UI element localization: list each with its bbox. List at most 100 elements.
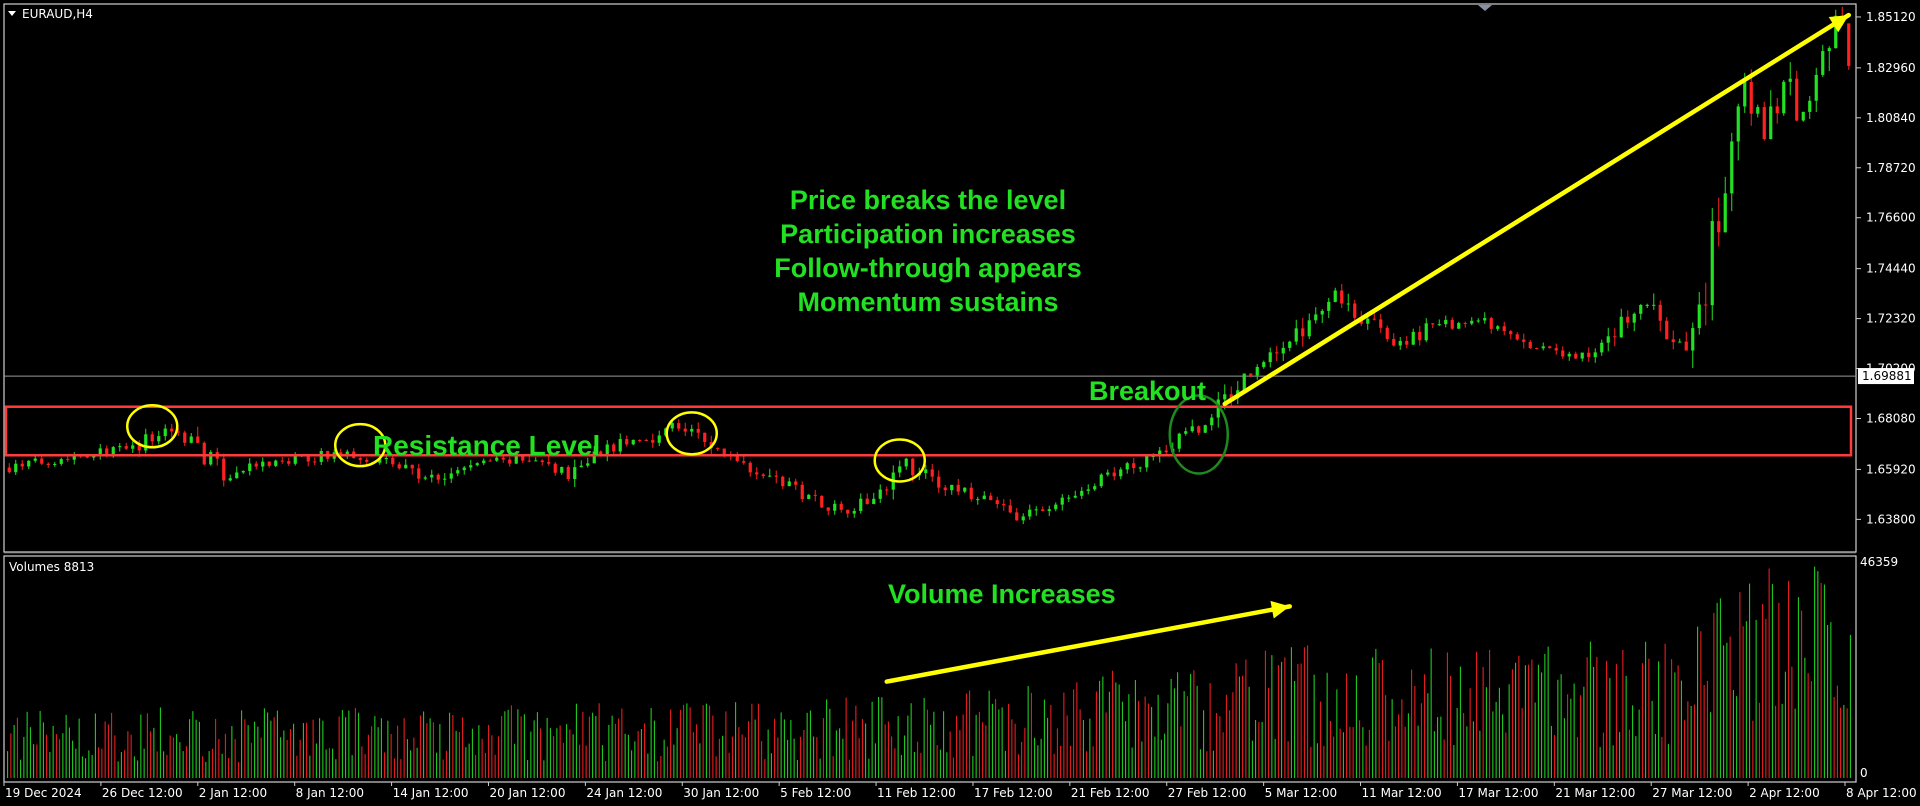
candle-body	[540, 460, 544, 463]
candle-body	[1658, 304, 1662, 321]
volume-panel-frame	[3, 555, 1857, 783]
time-tick-label: 2 Jan 12:00	[199, 786, 267, 800]
candle-body	[1515, 334, 1519, 340]
candle-body	[1730, 141, 1734, 194]
candle-body	[1710, 221, 1714, 306]
candle-body	[1353, 303, 1357, 318]
candle-body	[872, 498, 876, 505]
resistance-zone	[4, 405, 1853, 457]
candle-body	[105, 448, 109, 457]
candle-body	[1314, 314, 1318, 321]
candle-body	[898, 466, 902, 473]
volume-trend-arrow-head	[1270, 600, 1290, 619]
candle-body	[651, 440, 655, 443]
candle-body	[1028, 509, 1032, 517]
candle-body	[495, 457, 499, 461]
candle-body	[1691, 328, 1695, 351]
candle-body	[566, 467, 570, 480]
candle-body	[1268, 352, 1272, 363]
candle-body	[1320, 310, 1324, 315]
candle-body	[378, 459, 382, 463]
candle-body	[696, 428, 700, 433]
time-tick-label: 19 Dec 2024	[5, 786, 82, 800]
candle-body	[631, 439, 635, 445]
candle-body	[59, 459, 63, 464]
candle-body	[72, 455, 76, 460]
price-tick-label: 1.85120	[1866, 10, 1916, 24]
candle-body	[384, 457, 388, 460]
price-tick-label: 1.65920	[1866, 462, 1916, 476]
candle-body	[1814, 74, 1818, 101]
time-tick-label: 24 Jan 12:00	[586, 786, 662, 800]
candle-body	[618, 439, 622, 452]
candle-body	[969, 487, 973, 500]
candle-body	[137, 445, 141, 451]
candle-body	[1717, 221, 1721, 233]
time-tick-label: 30 Jan 12:00	[683, 786, 759, 800]
candle-body	[1047, 509, 1051, 512]
candle-body	[1736, 106, 1740, 142]
time-tick-label: 21 Feb 12:00	[1071, 786, 1150, 800]
candle-body	[677, 423, 681, 429]
candle-body	[1827, 48, 1831, 52]
candle-body	[956, 484, 960, 492]
candle-body	[274, 460, 278, 466]
price-tick-label: 1.76600	[1866, 211, 1916, 225]
price-tick-label: 1.74440	[1866, 262, 1916, 276]
candle-body	[1619, 316, 1623, 338]
candle-body	[1801, 111, 1805, 121]
volume-increases-label: Volume Increases	[888, 579, 1116, 609]
shift-marker-icon[interactable]	[1478, 5, 1492, 11]
candle-body	[1470, 320, 1474, 324]
candle-body	[605, 444, 609, 457]
time-tick-label: 21 Mar 12:00	[1555, 786, 1635, 800]
chevron-down-icon[interactable]	[8, 11, 16, 16]
candle-body	[449, 473, 453, 479]
candle-body	[1067, 497, 1071, 499]
candle-body	[397, 464, 401, 469]
candle-body	[170, 428, 174, 432]
candle-body	[501, 457, 505, 460]
candle-body	[1106, 472, 1110, 475]
candle-body	[189, 436, 193, 443]
candle-body	[553, 463, 557, 473]
candle-body	[1782, 81, 1786, 114]
candle-body	[1788, 78, 1792, 82]
time-tick-label: 5 Mar 12:00	[1265, 786, 1338, 800]
candle-body	[254, 463, 258, 467]
candle-body	[1255, 366, 1259, 376]
candle-body	[807, 494, 811, 500]
candle-body	[865, 498, 869, 505]
candle-body	[462, 467, 466, 471]
candle-body	[657, 435, 661, 443]
candle-body	[1437, 324, 1441, 326]
candle-body	[1424, 323, 1428, 341]
candle-body	[1164, 450, 1168, 453]
candle-body	[417, 468, 421, 479]
candle-body	[1418, 331, 1422, 341]
candle-body	[1281, 347, 1285, 354]
candle-body	[755, 472, 759, 475]
candle-body	[163, 428, 167, 437]
candle-body	[794, 481, 798, 485]
candle-body	[612, 444, 616, 452]
volume-bars	[7, 566, 1851, 778]
candle-body	[1372, 318, 1376, 320]
candle-body	[1015, 512, 1019, 521]
time-tick-label: 17 Mar 12:00	[1458, 786, 1538, 800]
candle-body	[1626, 316, 1630, 323]
candle-body	[111, 447, 115, 457]
candle-body	[599, 451, 603, 457]
candle-body	[963, 487, 967, 492]
candle-body	[800, 484, 804, 500]
candle-body	[1340, 290, 1344, 304]
candle-body	[1554, 348, 1558, 351]
time-tick-label: 8 Apr 12:00	[1846, 786, 1917, 800]
candle-body	[644, 439, 648, 441]
candle-body	[852, 510, 856, 514]
candle-body	[1541, 346, 1545, 349]
candle-body	[1021, 516, 1025, 521]
candle-body	[826, 507, 830, 511]
candle-body	[469, 465, 473, 468]
candle-body	[1229, 394, 1233, 399]
